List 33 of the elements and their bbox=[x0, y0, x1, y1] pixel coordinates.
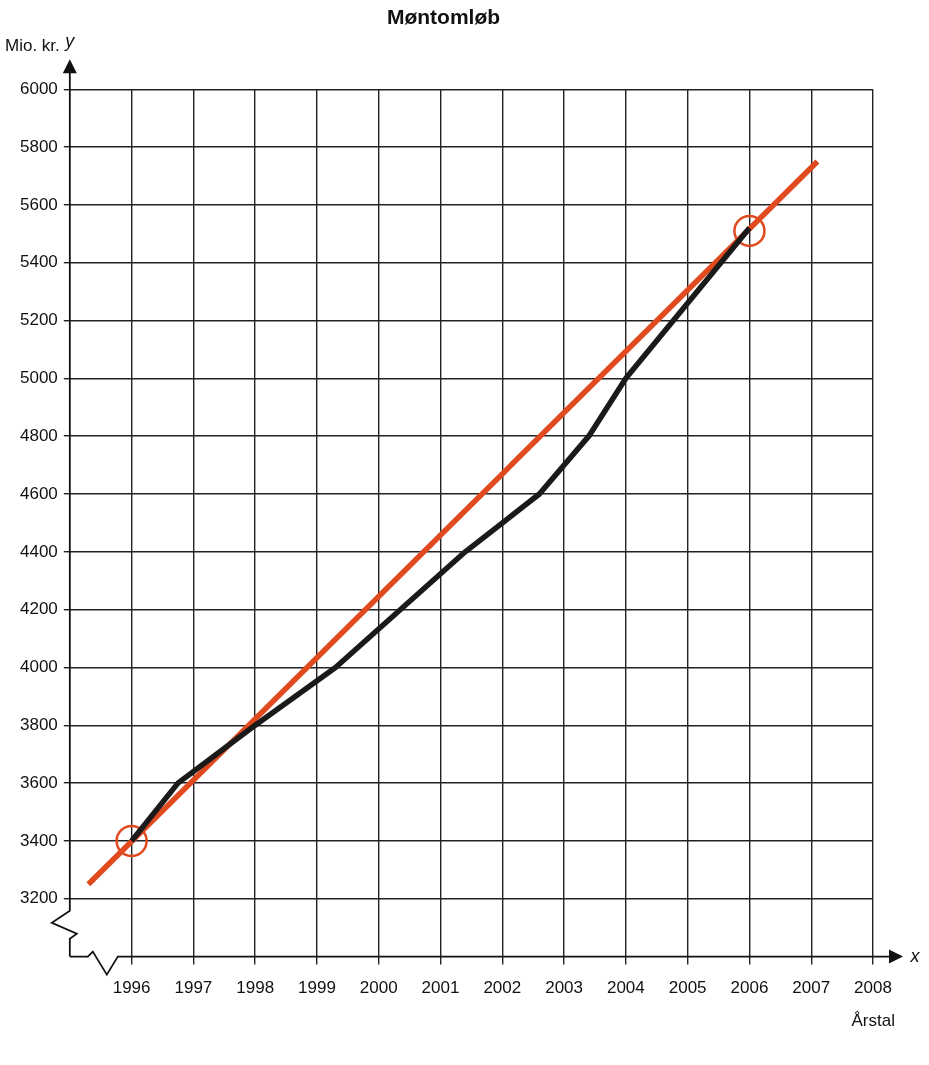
x-tick-label: 1996 bbox=[112, 978, 151, 998]
x-tick-label: 1998 bbox=[236, 978, 275, 998]
x-tick-label: 2004 bbox=[606, 978, 645, 998]
x-tick-label: 2001 bbox=[421, 978, 460, 998]
y-tick-label: 4600 bbox=[19, 483, 58, 503]
y-axis-title: Mio. kr. bbox=[5, 35, 60, 55]
y-tick-label: 4200 bbox=[19, 599, 58, 619]
y-tick-label: 5600 bbox=[19, 194, 58, 214]
x-tick-label: 2008 bbox=[854, 978, 892, 998]
y-tick-label: 4800 bbox=[19, 425, 58, 445]
y-tick-label: 5200 bbox=[19, 310, 58, 330]
y-tick-label: 4000 bbox=[19, 657, 58, 677]
text: x bbox=[909, 945, 921, 966]
x-tick-label: 2002 bbox=[483, 978, 522, 998]
x-tick-label: 1999 bbox=[298, 978, 336, 998]
x-tick-label: 2006 bbox=[730, 978, 769, 998]
y-tick-label: 5000 bbox=[19, 368, 58, 388]
y-tick-label: 5800 bbox=[19, 136, 58, 156]
x-tick-label: 2005 bbox=[668, 978, 707, 998]
x-axis-title: Årstal bbox=[851, 1011, 895, 1031]
text: y bbox=[63, 31, 76, 52]
x-tick-label: 2007 bbox=[792, 978, 831, 998]
x-tick-label: 2000 bbox=[359, 978, 398, 998]
y-tick-label: 3800 bbox=[19, 714, 58, 734]
y-tick-label: 3600 bbox=[19, 772, 58, 792]
y-tick-label: 6000 bbox=[19, 78, 58, 98]
y-tick-label: 3200 bbox=[19, 888, 58, 908]
y-tick-label: 5400 bbox=[19, 252, 58, 272]
y-tick-label: 4400 bbox=[19, 541, 58, 561]
y-tick-label: 3400 bbox=[19, 830, 58, 850]
x-tick-label: 1997 bbox=[174, 978, 213, 998]
x-tick-label: 2003 bbox=[545, 978, 583, 998]
chart-title: Møntomløb bbox=[386, 5, 501, 29]
